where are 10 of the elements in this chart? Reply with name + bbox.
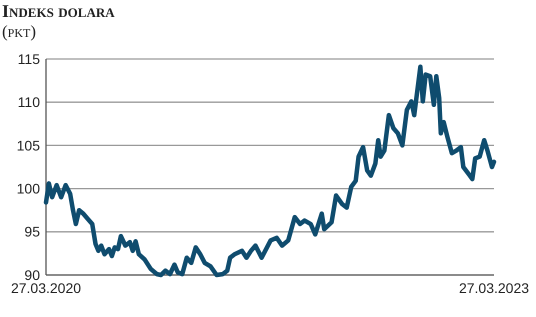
y-tick-label: 100 <box>16 180 40 196</box>
x-tick-label: 27.03.2020 <box>10 280 82 296</box>
y-tick-label: 105 <box>16 137 40 154</box>
y-tick-label: 115 <box>18 50 40 67</box>
chart-title: Indeks dolara <box>2 1 116 21</box>
chart-subtitle: (pkt) <box>2 22 36 41</box>
y-tick-label: 110 <box>18 94 40 110</box>
y-tick-label: 90 <box>24 266 40 283</box>
y-tick-label: 95 <box>24 224 40 240</box>
x-tick-label: 27.03.2023 <box>458 280 530 296</box>
